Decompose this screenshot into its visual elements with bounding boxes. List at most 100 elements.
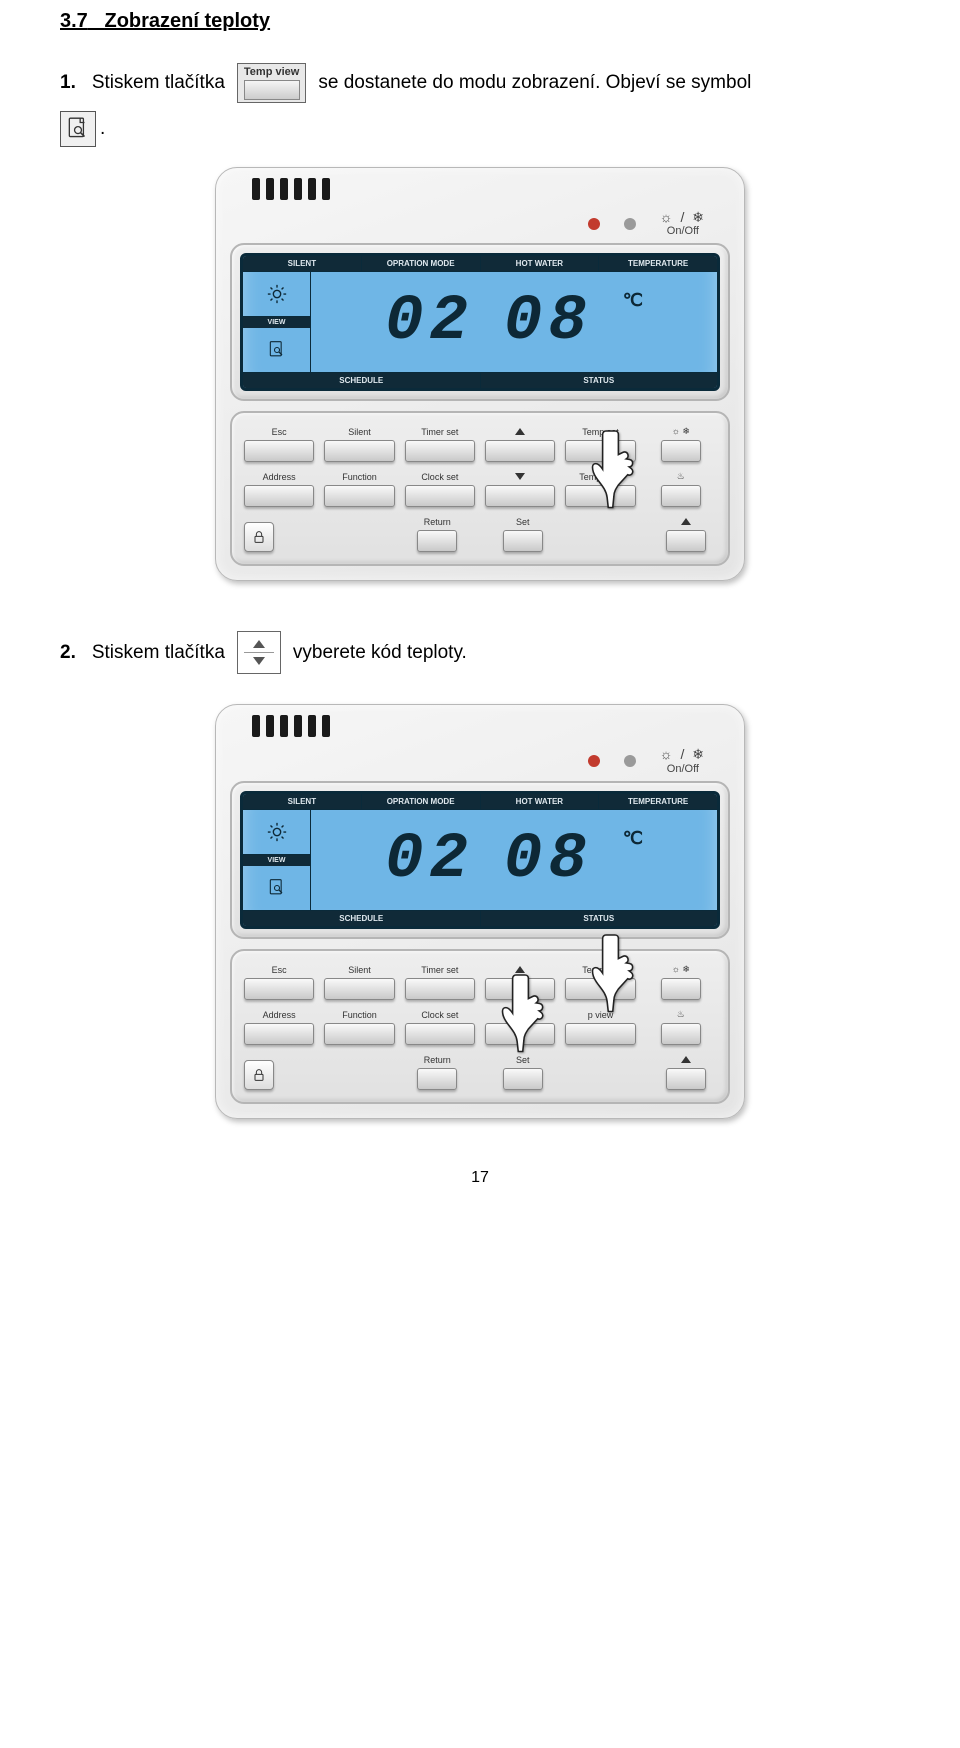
function-button[interactable] bbox=[324, 485, 394, 507]
silent-button[interactable] bbox=[324, 978, 394, 1000]
lcd-display: SILENT OPRATION MODE HOT WATER TEMPERATU… bbox=[240, 791, 720, 929]
key-label-timerset: Timer set bbox=[405, 427, 475, 438]
sun-snow-icon: ☼ / ❄ bbox=[660, 747, 706, 762]
step-1-symbol-line: . bbox=[60, 111, 900, 147]
status-led-1 bbox=[588, 755, 600, 767]
temp-view-button-inline: Temp view bbox=[237, 63, 306, 103]
sun-snow-icon: ☼ ❄ bbox=[646, 965, 716, 976]
lcd-value-right: 08 bbox=[504, 824, 593, 896]
key-row-1: Esc Silent Timer set Temp set ☼ ❄ bbox=[244, 427, 716, 462]
lcd-display: SILENT OPRATION MODE HOT WATER TEMPERATU… bbox=[240, 253, 720, 391]
address-button[interactable] bbox=[244, 1023, 314, 1045]
lcd-footer-status: STATUS bbox=[481, 910, 718, 926]
key-label-tempset: Temp set bbox=[565, 965, 635, 976]
magnify-document-icon bbox=[60, 111, 96, 147]
temp-set-button[interactable] bbox=[565, 978, 635, 1000]
vent-slot bbox=[322, 715, 330, 737]
vent-slot bbox=[308, 178, 316, 200]
lcd-header-row: SILENT OPRATION MODE HOT WATER TEMPERATU… bbox=[243, 256, 717, 272]
on-off-box: ☼ / ❄ On/Off bbox=[660, 210, 706, 237]
key-label-set: Set bbox=[485, 517, 561, 528]
lcd-header-silent: SILENT bbox=[243, 794, 362, 810]
temp-view-button-key bbox=[244, 80, 300, 100]
step-1-period: . bbox=[100, 118, 105, 140]
key-row-1: Esc Silent Timer set Temp set ☼ ❄ bbox=[244, 965, 716, 1000]
lock-button[interactable] bbox=[244, 522, 274, 552]
step-1-number: 1. bbox=[60, 72, 76, 94]
on-off-box: ☼ / ❄ On/Off bbox=[660, 747, 706, 774]
lcd-footer-row: SCHEDULE STATUS bbox=[243, 910, 717, 926]
lcd-footer-row: SCHEDULE STATUS bbox=[243, 372, 717, 388]
up-button[interactable] bbox=[485, 978, 555, 1000]
lcd-main: VIEW 02 08 ℃ bbox=[243, 810, 717, 910]
lcd-left-column: VIEW bbox=[243, 272, 311, 372]
lock-icon bbox=[251, 529, 267, 545]
address-button[interactable] bbox=[244, 485, 314, 507]
aux-up-button[interactable] bbox=[666, 530, 706, 552]
control-panel: ☼ / ❄ On/Off SILENT OPRATION MODE HOT WA… bbox=[215, 704, 745, 1118]
lcd-degree-unit: ℃ bbox=[623, 290, 643, 312]
arrow-up-icon bbox=[656, 517, 716, 528]
set-button[interactable] bbox=[503, 1068, 543, 1090]
return-button[interactable] bbox=[417, 1068, 457, 1090]
vent-slot bbox=[294, 715, 302, 737]
sun-mode-icon bbox=[243, 272, 310, 317]
clock-set-button[interactable] bbox=[405, 485, 475, 507]
down-button[interactable] bbox=[485, 485, 555, 507]
step-2-number: 2. bbox=[60, 642, 76, 664]
step-1-line: 1. Stiskem tlačítka Temp view se dostane… bbox=[60, 63, 900, 103]
esc-button[interactable] bbox=[244, 978, 314, 1000]
lcd-view-label: VIEW bbox=[243, 855, 310, 866]
lcd-digits: 02 08 ℃ bbox=[311, 810, 717, 910]
timer-set-button[interactable] bbox=[405, 440, 475, 462]
on-off-label: On/Off bbox=[660, 225, 706, 237]
water-button[interactable] bbox=[661, 1023, 701, 1045]
arrow-down-icon bbox=[485, 1010, 555, 1021]
lcd-value-left: 02 bbox=[385, 286, 474, 358]
set-button[interactable] bbox=[503, 530, 543, 552]
arrow-up-icon bbox=[253, 640, 265, 648]
vent-slot bbox=[308, 715, 316, 737]
lock-button[interactable] bbox=[244, 1060, 274, 1090]
section-title-text: Zobrazení teploty bbox=[104, 10, 270, 32]
panel-top-row: ☼ / ❄ On/Off bbox=[230, 743, 730, 780]
key-label-function: Function bbox=[324, 472, 394, 483]
key-label-address: Address bbox=[244, 1010, 314, 1021]
panel-top-row: ☼ / ❄ On/Off bbox=[230, 206, 730, 243]
arrow-up-icon bbox=[656, 1055, 716, 1066]
temp-set-button[interactable] bbox=[565, 440, 635, 462]
arrow-up-icon bbox=[485, 427, 555, 438]
key-label-timerset: Timer set bbox=[405, 965, 475, 976]
esc-button[interactable] bbox=[244, 440, 314, 462]
arrow-down-icon bbox=[253, 657, 265, 665]
mode-button[interactable] bbox=[661, 978, 701, 1000]
timer-set-button[interactable] bbox=[405, 978, 475, 1000]
down-button[interactable] bbox=[485, 1023, 555, 1045]
clock-set-button[interactable] bbox=[405, 1023, 475, 1045]
aux-up-button[interactable] bbox=[666, 1068, 706, 1090]
up-button[interactable] bbox=[485, 440, 555, 462]
key-label-silent: Silent bbox=[324, 427, 394, 438]
sun-snow-icon: ☼ / ❄ bbox=[660, 210, 706, 225]
temp-view-button[interactable] bbox=[565, 485, 635, 507]
sun-mode-icon bbox=[243, 810, 310, 855]
key-label-clockset: Clock set bbox=[405, 472, 475, 483]
vent-slot bbox=[266, 715, 274, 737]
silent-button[interactable] bbox=[324, 440, 394, 462]
figure-1: ☼ / ❄ On/Off SILENT OPRATION MODE HOT WA… bbox=[60, 167, 900, 581]
water-icon: ♨ bbox=[646, 1010, 716, 1021]
arrow-down-icon bbox=[485, 472, 555, 483]
key-label-function: Function bbox=[324, 1010, 394, 1021]
return-button[interactable] bbox=[417, 530, 457, 552]
lcd-header-silent: SILENT bbox=[243, 256, 362, 272]
key-row-3: Return Set bbox=[244, 1055, 716, 1090]
lcd-header-row: SILENT OPRATION MODE HOT WATER TEMPERATU… bbox=[243, 794, 717, 810]
function-button[interactable] bbox=[324, 1023, 394, 1045]
water-button[interactable] bbox=[661, 485, 701, 507]
on-off-label: On/Off bbox=[660, 763, 706, 775]
key-row-2: Address Function Clock set Temp view ♨ bbox=[244, 472, 716, 507]
temp-view-button[interactable] bbox=[565, 1023, 635, 1045]
mode-button[interactable] bbox=[661, 440, 701, 462]
water-icon: ♨ bbox=[646, 472, 716, 483]
lcd-footer-schedule: SCHEDULE bbox=[243, 372, 481, 388]
